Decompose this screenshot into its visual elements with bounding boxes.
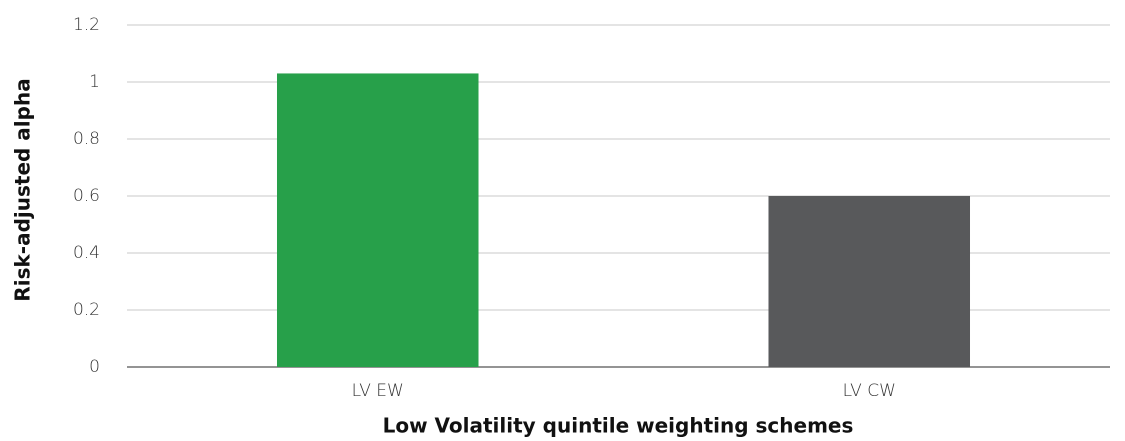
y-tick-label: 0.8 <box>73 129 100 149</box>
y-tick-label: 1 <box>89 72 100 92</box>
bar <box>768 196 971 367</box>
y-tick-label: 0.2 <box>73 300 100 320</box>
y-tick-label: 0.6 <box>73 186 100 206</box>
x-tick-label: LV EW <box>352 381 404 401</box>
y-tick-label: 1.2 <box>73 15 100 35</box>
y-tick-label: 0.4 <box>73 243 100 263</box>
y-tick-label: 0 <box>89 357 100 377</box>
x-axis-title: Low Volatility quintile weighting scheme… <box>383 414 854 438</box>
x-tick-label: LV CW <box>843 381 896 401</box>
bar <box>276 73 479 367</box>
y-axis-title: Risk-adjusted alpha <box>11 78 35 301</box>
